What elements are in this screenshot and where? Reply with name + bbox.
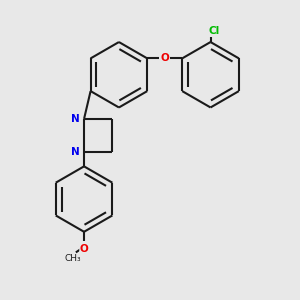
Text: O: O [80,244,88,254]
Text: N: N [71,114,80,124]
Text: Cl: Cl [208,26,219,36]
Text: CH₃: CH₃ [64,254,81,263]
Text: O: O [160,53,169,63]
Text: N: N [71,147,80,157]
